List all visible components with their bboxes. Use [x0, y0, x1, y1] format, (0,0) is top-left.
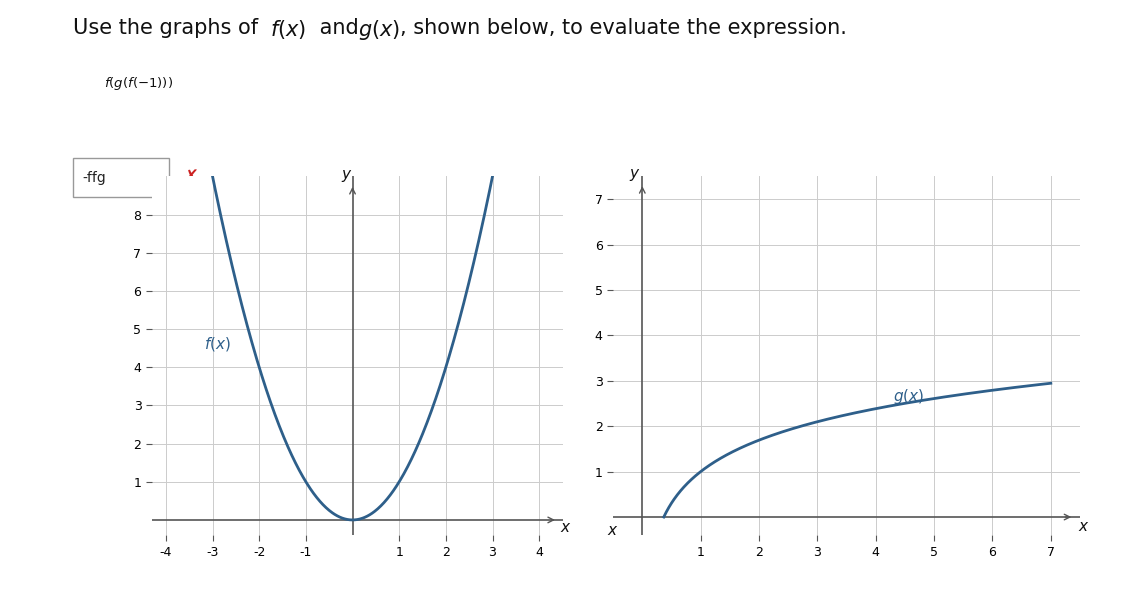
Text: $g(x)$: $g(x)$: [358, 18, 399, 42]
Text: , shown below, to evaluate the expression.: , shown below, to evaluate the expressio…: [400, 18, 847, 38]
Text: and: and: [313, 18, 366, 38]
Text: y: y: [341, 167, 350, 182]
Text: x: x: [608, 523, 616, 538]
Text: -ffg: -ffg: [82, 171, 106, 185]
Text: $f(g(f(-1)))$: $f(g(f(-1)))$: [104, 75, 172, 91]
Text: x: x: [1079, 518, 1088, 533]
Text: $f(x)$: $f(x)$: [270, 18, 306, 41]
Text: $f(x)$: $f(x)$: [205, 335, 232, 353]
Text: x: x: [560, 520, 569, 535]
Text: $g(x)$: $g(x)$: [893, 388, 925, 406]
FancyBboxPatch shape: [73, 158, 169, 197]
Text: y: y: [629, 166, 638, 181]
Text: Use the graphs of: Use the graphs of: [73, 18, 264, 38]
Text: ✗: ✗: [182, 169, 199, 187]
